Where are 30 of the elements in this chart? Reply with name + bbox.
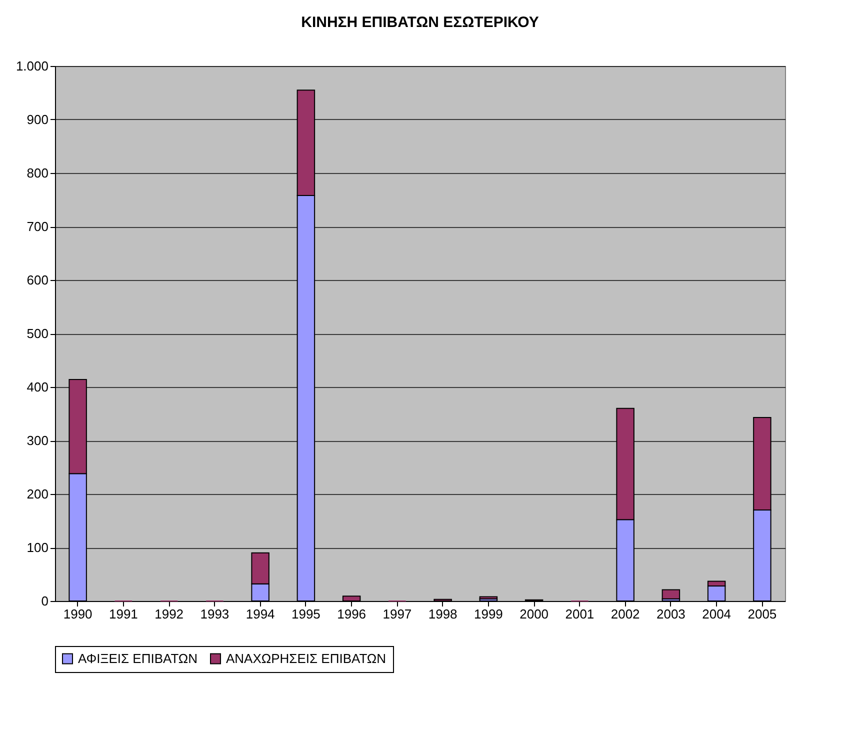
x-tick-label: 1998 — [428, 606, 458, 622]
y-tick-label: 800 — [26, 166, 48, 180]
y-tick-label: 400 — [26, 380, 48, 394]
x-tick-label: 1999 — [474, 606, 503, 622]
y-tick-label: 700 — [26, 219, 48, 234]
x-tick-label: 1991 — [108, 606, 138, 622]
y-tick-label: 900 — [26, 112, 48, 127]
y-tick-label: 300 — [26, 433, 48, 448]
x-tick-label: 2005 — [748, 606, 777, 622]
chart-title: ΚΙΝΗΣΗ ΕΠΙΒΑΤΩΝ ΕΣΩΤΕΡΙΚΟΥ — [301, 14, 539, 31]
y-tick-label: 600 — [26, 272, 48, 288]
legend-label: ΑΝΑΧΩΡΗΣΕΙΣ ΕΠΙΒΑΤΩΝ — [226, 650, 386, 666]
x-tick-label: 2003 — [656, 606, 686, 622]
y-tick-label: 200 — [26, 486, 48, 502]
x-tick-label: 1997 — [382, 606, 412, 622]
x-tick-label: 1993 — [200, 606, 230, 622]
x-tick-label: 2002 — [610, 606, 640, 622]
x-tick-label: 1994 — [246, 606, 275, 622]
x-tick-label: 2000 — [520, 606, 549, 622]
x-tick-label: 2004 — [702, 606, 732, 622]
y-tick-label: 100 — [26, 540, 48, 555]
y-tick-label: 1.000 — [16, 58, 48, 74]
x-tick-label: 2001 — [565, 606, 594, 622]
y-tick-label: 0 — [41, 594, 48, 608]
legend-label: ΑΦΙΞΕΙΣ ΕΠΙΒΑΤΩΝ — [78, 650, 198, 666]
y-tick-label: 500 — [26, 326, 48, 341]
x-tick-label: 1996 — [337, 606, 366, 622]
x-tick-label: 1995 — [291, 606, 320, 622]
x-tick-label: 1992 — [154, 606, 184, 622]
x-tick-label: 1990 — [63, 606, 92, 622]
